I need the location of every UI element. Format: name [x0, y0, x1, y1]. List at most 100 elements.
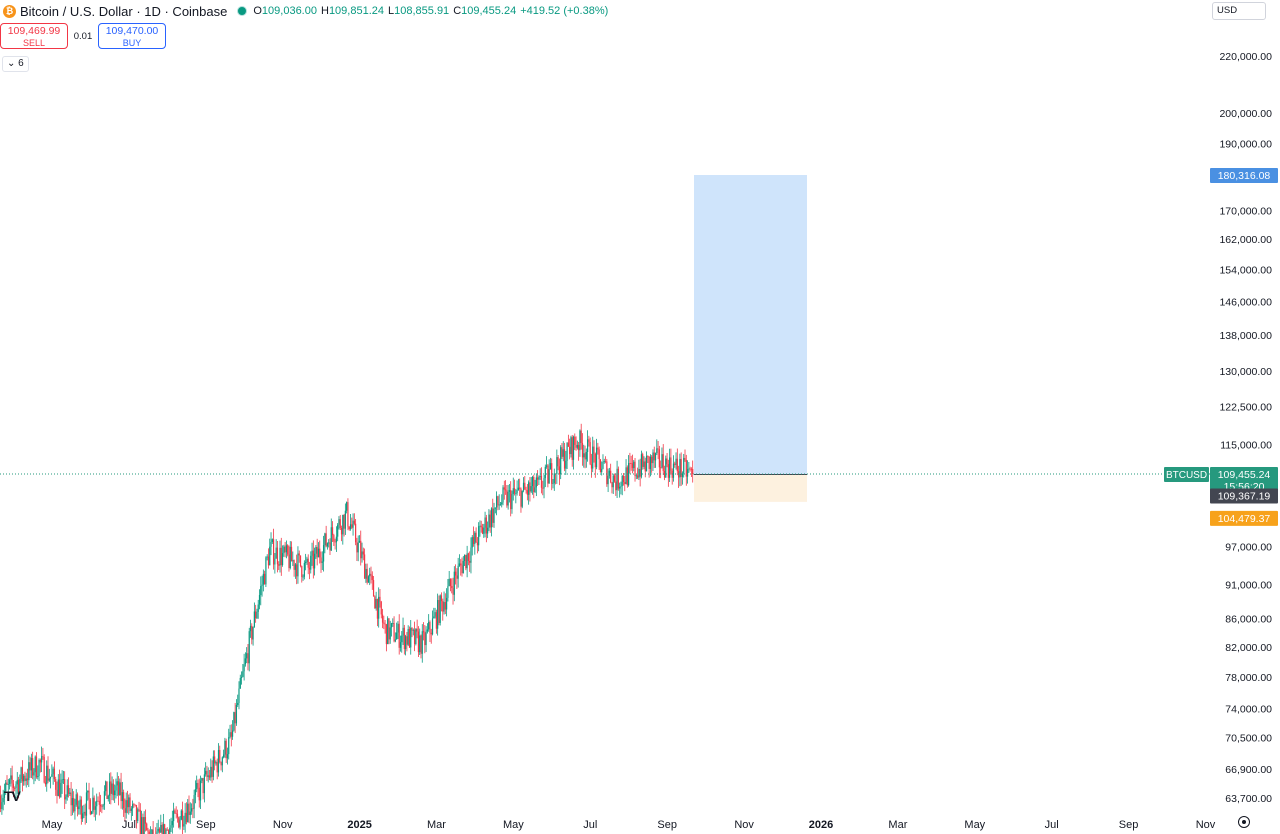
- candle: [402, 617, 404, 646]
- candle: [193, 789, 195, 819]
- candle: [407, 625, 409, 646]
- low-value: L108,855.91: [388, 5, 450, 17]
- candle: [280, 537, 282, 576]
- candle: [680, 452, 682, 486]
- tradingview-logo-icon[interactable]: TV: [4, 788, 21, 804]
- candle: [460, 559, 462, 576]
- candle: [528, 480, 530, 505]
- candle: [33, 768, 35, 785]
- high-value: H109,851.24: [320, 5, 384, 17]
- symbol-tag-text: BTCUSD: [1166, 470, 1207, 481]
- candle: [433, 607, 435, 619]
- indicators-toggle-button[interactable]: ⌄ 6: [2, 56, 29, 72]
- candle: [431, 610, 434, 636]
- price-axis-label: 200,000.00: [1219, 108, 1272, 120]
- candle: [494, 507, 496, 514]
- candle: [281, 545, 284, 567]
- candle: [387, 616, 389, 645]
- candle: [411, 627, 413, 638]
- symbol-title[interactable]: Bitcoin / U.S. Dollar · 1D · Coinbase: [20, 3, 228, 19]
- candle: [260, 576, 262, 606]
- candle: [79, 795, 81, 815]
- candle: [615, 473, 617, 496]
- candle: [496, 491, 498, 516]
- candle: [148, 829, 150, 834]
- candle: [32, 751, 34, 780]
- candle: [692, 460, 694, 483]
- candle: [502, 485, 504, 506]
- candle: [535, 473, 537, 497]
- candle: [379, 588, 381, 608]
- candle: [565, 450, 567, 475]
- profit-zone[interactable]: [694, 174, 807, 475]
- candle: [157, 819, 159, 834]
- candle: [143, 811, 145, 834]
- candle: [1, 794, 3, 815]
- buy-button[interactable]: 109,470.00 BUY: [98, 23, 166, 49]
- currency-selector[interactable]: USD: [1212, 2, 1266, 20]
- entry-price-tag-text: 109,367.19: [1218, 490, 1271, 502]
- candle: [87, 790, 89, 801]
- candle: [65, 794, 67, 804]
- candle: [488, 509, 490, 532]
- candle: [158, 827, 161, 834]
- candle: [181, 801, 184, 834]
- time-axis-label: Nov: [734, 819, 754, 831]
- candle: [475, 527, 477, 543]
- candle: [203, 767, 205, 803]
- candle: [83, 804, 85, 819]
- gear-icon[interactable]: [1238, 816, 1250, 828]
- loss-zone[interactable]: [694, 474, 807, 502]
- candle: [666, 452, 668, 468]
- candle: [60, 773, 62, 798]
- candle: [525, 486, 527, 494]
- candle: [101, 804, 103, 814]
- price-axis-label: 115,000.00: [1220, 439, 1272, 451]
- candle: [333, 533, 335, 546]
- candle: [35, 752, 38, 779]
- candle: [206, 765, 208, 782]
- candle: [674, 461, 676, 468]
- candle: [606, 458, 608, 487]
- candle: [657, 440, 659, 460]
- candle: [20, 766, 22, 783]
- candle: [412, 628, 414, 636]
- candle: [93, 795, 95, 818]
- candle: [107, 794, 109, 802]
- candle: [306, 556, 308, 565]
- candle: [116, 772, 118, 797]
- candle: [139, 803, 141, 834]
- candle: [631, 454, 634, 474]
- candle: [417, 626, 420, 657]
- candle: [137, 807, 139, 824]
- candle: [642, 452, 644, 470]
- sell-button[interactable]: 109,469.99 SELL: [0, 23, 68, 49]
- candle: [593, 440, 595, 463]
- candle: [529, 477, 531, 502]
- candle: [119, 778, 121, 796]
- candle: [267, 548, 270, 569]
- candle: [15, 781, 17, 799]
- price-axis: 220,000.00 200,000.00 190,000.00 170,000.00…: [1219, 51, 1272, 805]
- candle: [170, 817, 172, 832]
- candle: [370, 566, 372, 584]
- candle: [686, 460, 689, 484]
- candle: [160, 814, 162, 834]
- time-axis: May Jul Sep Nov 2025 Mar May Jul Sep Nov 2026 Mar Ma…: [42, 819, 1216, 831]
- candle: [622, 472, 625, 486]
- candle: [39, 758, 41, 773]
- candle: [504, 480, 507, 495]
- candle: [437, 593, 439, 636]
- candle: [690, 467, 693, 477]
- candle: [367, 575, 370, 583]
- candle: [567, 434, 569, 447]
- candle: [129, 793, 131, 813]
- candle: [103, 785, 106, 810]
- candle: [175, 806, 177, 819]
- price-axis-label: 63,700.00: [1225, 793, 1272, 805]
- candle: [685, 454, 687, 486]
- candle: [173, 802, 175, 828]
- sell-label: SELL: [22, 38, 46, 48]
- candle: [388, 618, 390, 645]
